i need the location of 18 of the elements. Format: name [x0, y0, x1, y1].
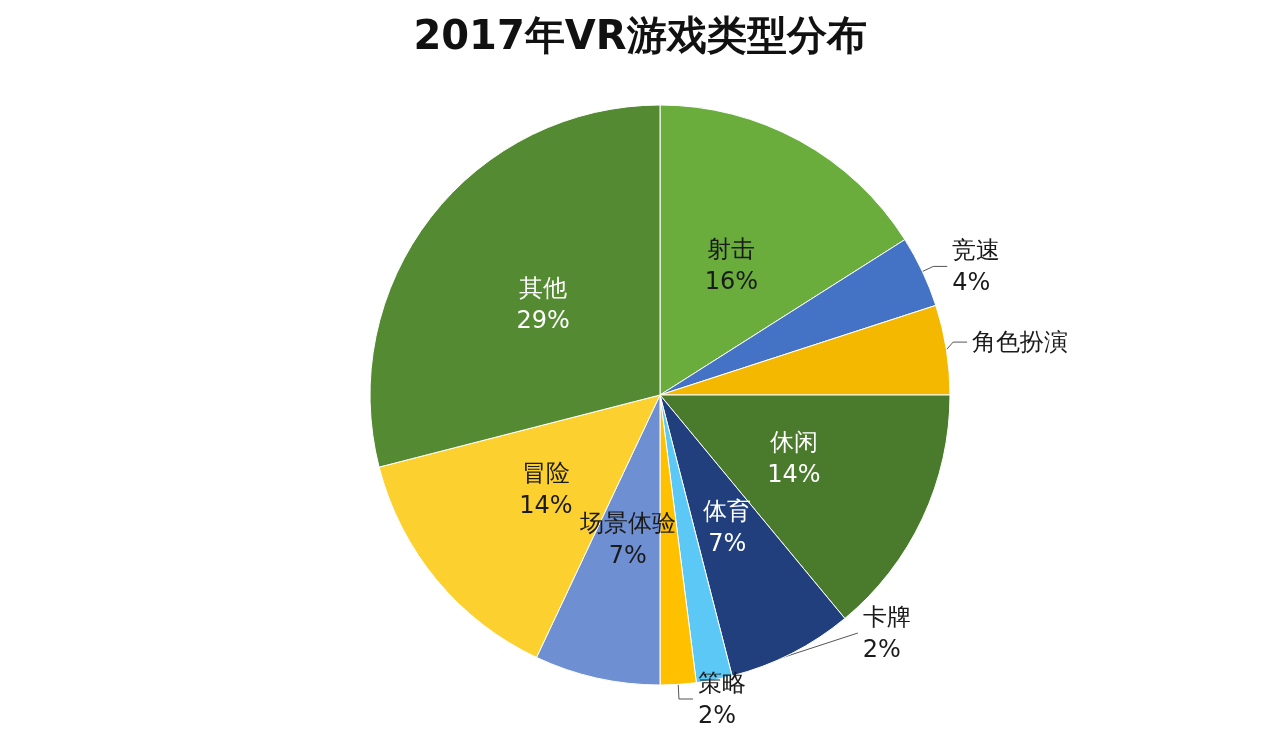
data-label: 2% [862, 635, 901, 663]
slice-label: 卡牌 [862, 603, 911, 631]
slice-label: 体育 [703, 496, 752, 525]
data-label: 14% [767, 460, 821, 489]
slice-label: 竞速 [952, 236, 1001, 265]
slice-label: 冒险 [521, 459, 570, 488]
slice-label: 其他 [519, 274, 568, 303]
data-label: 4% [952, 268, 991, 297]
data-label: 14% [519, 491, 573, 520]
slice-label: 角色扮演 [972, 328, 1069, 357]
slice-label: 休闲 [769, 428, 818, 457]
data-label: 16% [704, 267, 758, 296]
chart-title: 2017年VR游戏类型分布 [413, 12, 867, 58]
data-label: 7% [608, 541, 647, 570]
data-label: 7% [708, 528, 747, 557]
slice-label: 射击 [707, 235, 756, 264]
data-label: 2% [697, 701, 737, 729]
data-label: 29% [516, 306, 570, 335]
